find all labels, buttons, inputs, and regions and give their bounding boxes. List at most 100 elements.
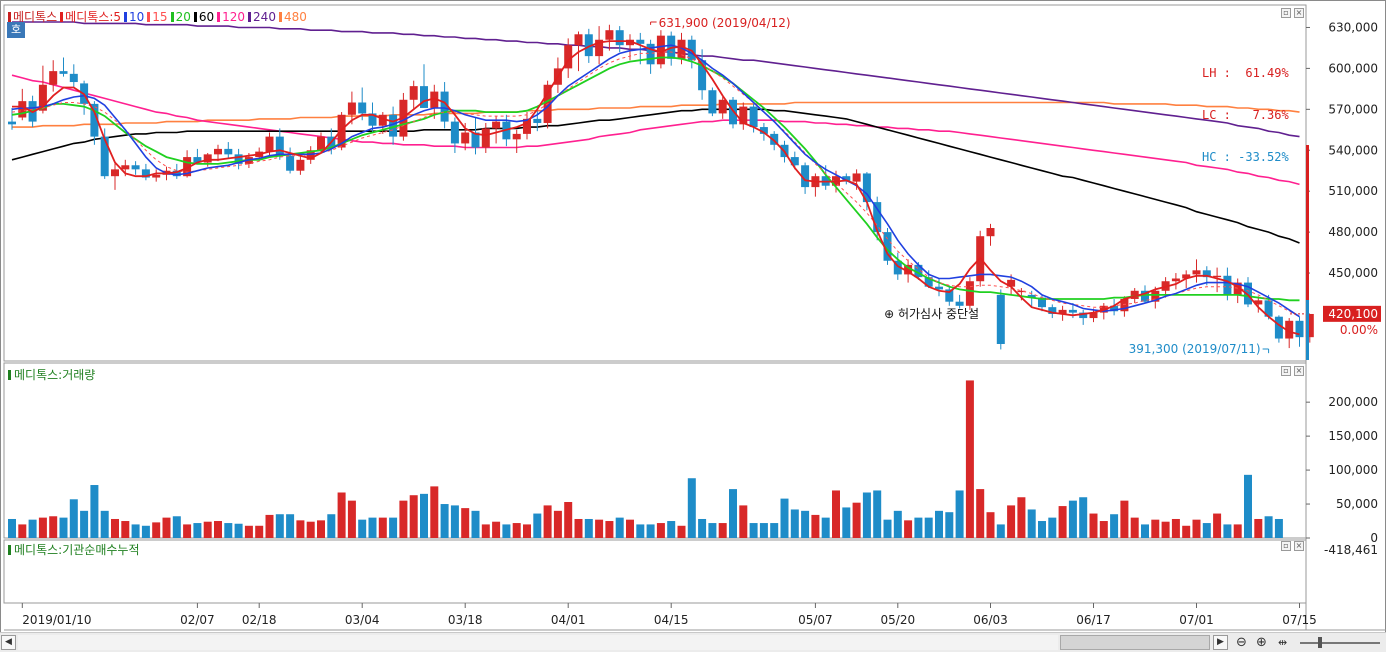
volume-bar xyxy=(440,504,449,538)
price-pane-close-icon[interactable]: × xyxy=(1294,8,1304,18)
volume-bar xyxy=(615,517,624,538)
volume-bar xyxy=(801,510,810,538)
volume-bar xyxy=(1264,516,1273,538)
candle-body xyxy=(430,91,439,108)
price-legend-marker xyxy=(170,11,174,22)
price-legend-marker xyxy=(124,11,128,22)
last-price-box xyxy=(1323,305,1381,322)
news-annotation: ⊕ 허가심사 중단설 xyxy=(884,307,979,321)
volume-bar xyxy=(626,519,634,538)
institution-pane-minimize-icon[interactable]: ▫ xyxy=(1281,541,1291,551)
candle-body xyxy=(224,148,233,155)
candle-body xyxy=(1244,282,1252,305)
candle-body xyxy=(986,228,995,237)
candle-body xyxy=(368,113,377,126)
candle-body xyxy=(100,136,109,177)
price-legend-label: 480 xyxy=(283,9,307,24)
horizontal-scrollbar[interactable]: ◀ ▶ ⊖ ⊕ ⇹ xyxy=(0,632,1386,652)
volume-bar xyxy=(512,523,521,538)
candle-body xyxy=(615,30,624,46)
candle-body xyxy=(801,165,810,188)
volume-bar xyxy=(543,505,552,538)
xtick-label: 03/18 xyxy=(448,613,483,627)
candle-body xyxy=(759,127,768,134)
candle-body xyxy=(1068,309,1077,313)
stat-lc: LC : 7.36% xyxy=(1202,108,1289,122)
volume-bar xyxy=(955,490,964,538)
volume-bar xyxy=(996,524,1005,538)
volume-bar xyxy=(1017,497,1026,538)
volume-bar xyxy=(646,524,655,538)
volume-ytick-label: 150,000 xyxy=(1328,429,1378,443)
xtick-label: 04/15 xyxy=(654,613,689,627)
candle-body xyxy=(1171,278,1180,282)
zoom-slider[interactable] xyxy=(1300,642,1380,644)
volume-bar xyxy=(1130,517,1139,538)
candle-body xyxy=(904,264,913,275)
volume-bar xyxy=(275,514,284,538)
volume-bar xyxy=(389,517,398,538)
volume-bar xyxy=(976,489,985,538)
volume-ytick-label: 0 xyxy=(1370,531,1378,545)
volume-bar xyxy=(770,523,779,538)
volume-legend-label: 메디톡스:거래량 xyxy=(14,368,96,382)
volume-bar xyxy=(1254,518,1263,538)
candle-body xyxy=(1141,290,1149,302)
volume-bar xyxy=(883,519,892,538)
scroll-left-icon[interactable]: ◀ xyxy=(1,635,16,650)
volume-bar xyxy=(183,524,192,538)
candle-body xyxy=(790,157,799,166)
ma120-line xyxy=(11,74,1300,186)
zoom-out-icon[interactable]: ⊖ xyxy=(1236,635,1247,650)
volume-bar xyxy=(553,510,562,538)
volume-bar xyxy=(69,499,78,538)
volume-bar xyxy=(1274,518,1283,538)
volume-pane-minimize-icon[interactable]: ▫ xyxy=(1281,366,1291,376)
volume-bar xyxy=(718,523,727,538)
candle-body xyxy=(347,102,356,115)
zoom-in-icon[interactable]: ⊕ xyxy=(1256,635,1267,650)
candle-body xyxy=(636,39,645,44)
candle-body xyxy=(935,286,943,290)
volume-bar xyxy=(935,510,943,538)
volume-bar xyxy=(698,518,707,538)
price-legend-marker xyxy=(217,11,221,22)
zoom-slider-handle[interactable] xyxy=(1318,637,1322,648)
institution-pane-border xyxy=(3,539,1307,604)
ho-badge[interactable]: 호 xyxy=(7,22,25,38)
volume-bar xyxy=(265,514,274,538)
volume-bar xyxy=(492,521,501,538)
institution-pane-close-icon[interactable]: × xyxy=(1294,541,1304,551)
price-legend-marker xyxy=(193,11,197,22)
candle-body xyxy=(1058,309,1067,314)
volume-bar xyxy=(28,519,37,538)
candle-body xyxy=(698,60,707,91)
candle-body xyxy=(1233,282,1242,295)
xtick-label: 02/07 xyxy=(180,613,215,627)
volume-bar xyxy=(172,516,181,538)
price-pane-minimize-icon[interactable]: ▫ xyxy=(1281,8,1291,18)
candle-body xyxy=(893,260,902,275)
volume-bar xyxy=(224,523,233,538)
candle-body xyxy=(265,136,274,152)
volume-bar xyxy=(842,507,851,538)
volume-bar xyxy=(1099,521,1108,538)
volume-pane-close-icon[interactable]: × xyxy=(1294,366,1304,376)
volume-bar xyxy=(1110,514,1119,538)
volume-bar xyxy=(317,520,325,538)
candle-body xyxy=(152,174,161,178)
candle-body xyxy=(141,169,150,178)
volume-bar xyxy=(1223,524,1232,538)
scroll-thumb[interactable] xyxy=(1060,635,1210,650)
volume-bar xyxy=(924,517,933,538)
candle-body xyxy=(1285,320,1294,339)
volume-bar xyxy=(471,510,480,538)
price-ytick-label: 570,000 xyxy=(1328,102,1378,116)
institution-legend-label: 메디톡스:기관순매수누적 xyxy=(14,543,140,557)
price-ytick-label: 540,000 xyxy=(1328,143,1378,157)
scroll-track[interactable] xyxy=(18,635,1058,650)
candle-body xyxy=(1213,275,1222,278)
scroll-right-icon[interactable]: ▶ xyxy=(1213,635,1228,650)
bar-count-icon[interactable]: ⇹ xyxy=(1278,636,1288,649)
